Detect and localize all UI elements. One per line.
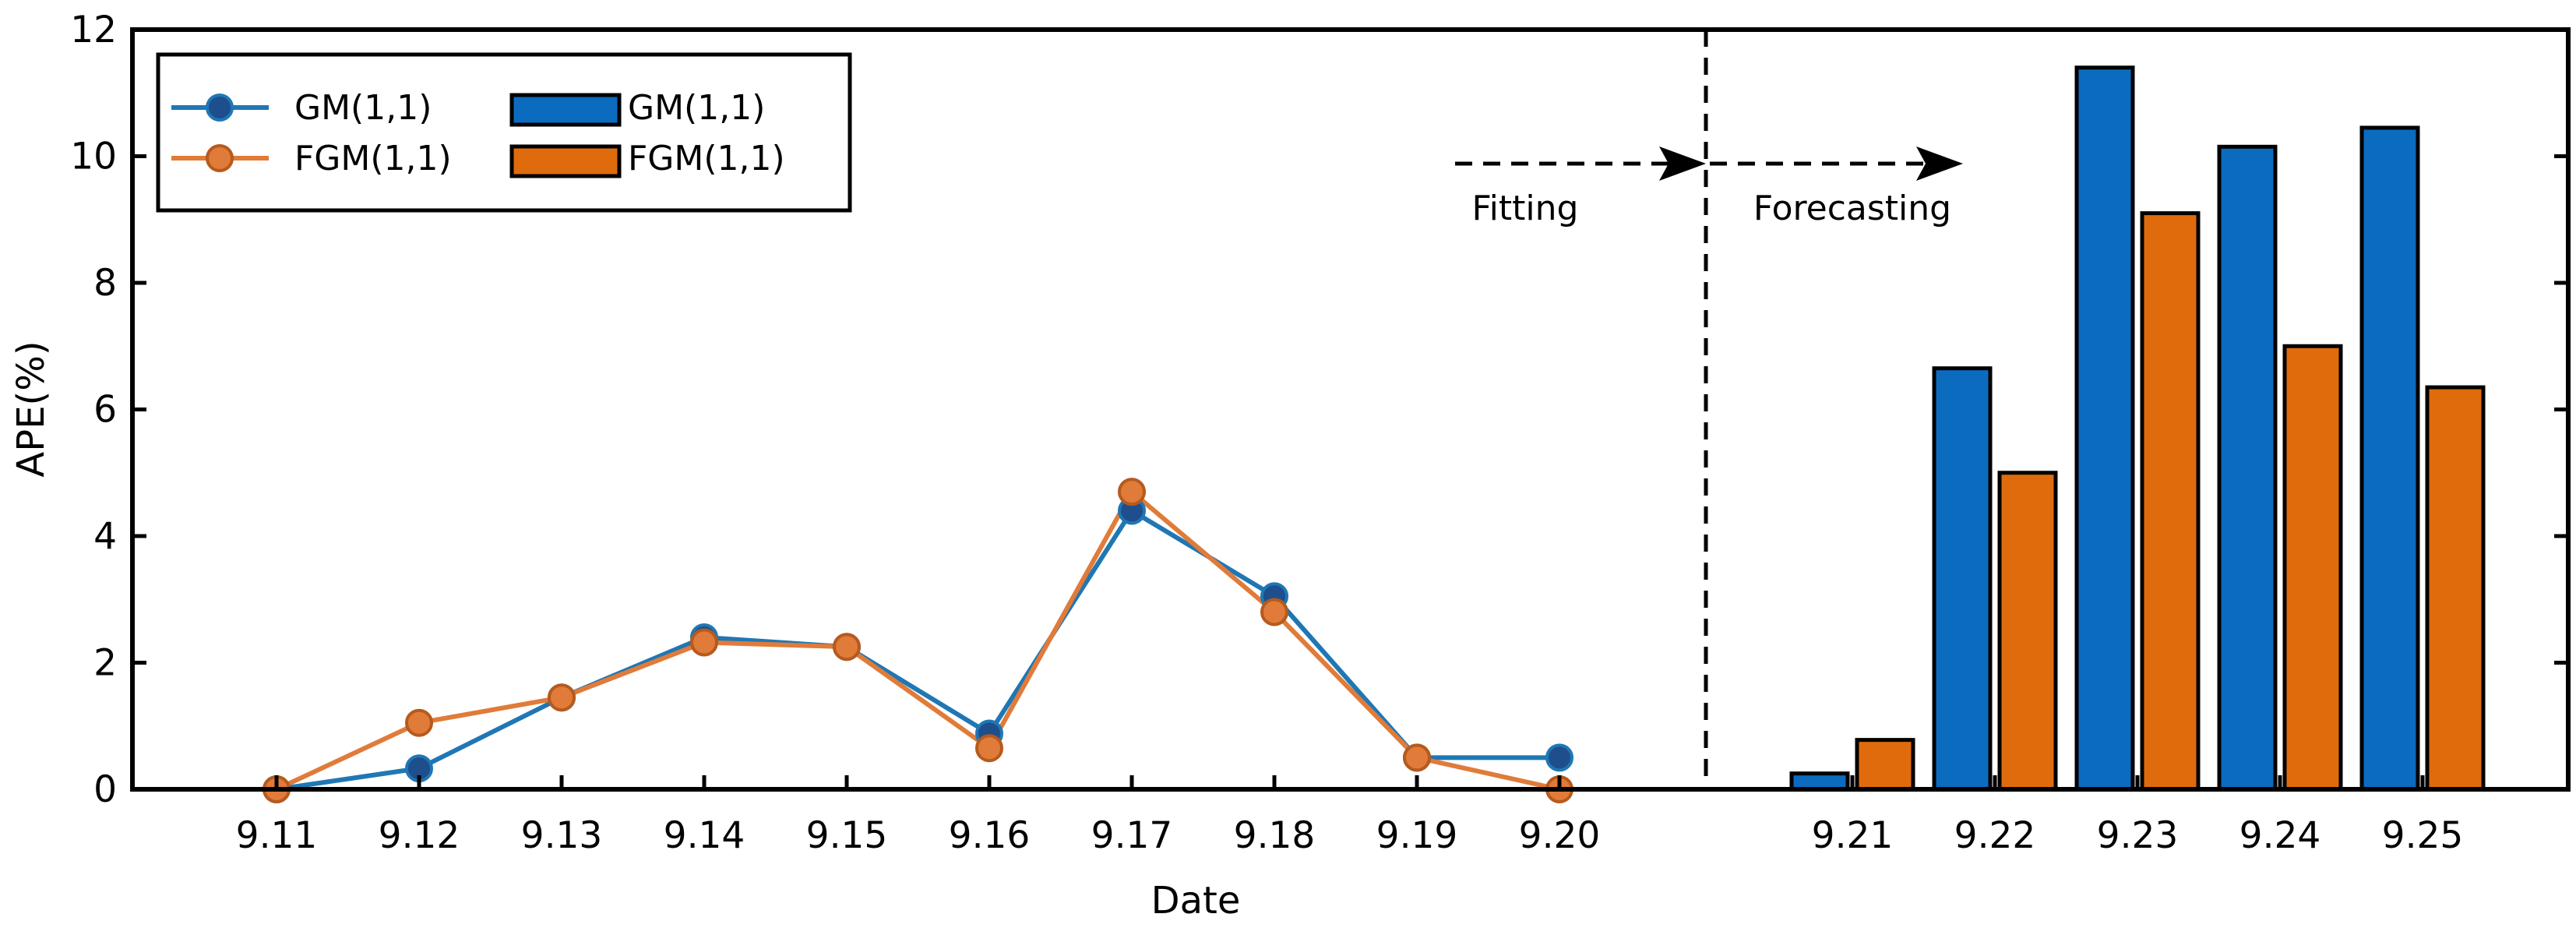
legend-fgm-bar-label: FGM(1,1)	[628, 139, 785, 178]
legend-box	[156, 52, 852, 213]
bar-fgm-9.22	[1997, 471, 2058, 792]
x-tick-label-9.12: 9.12	[379, 814, 460, 857]
gm-point-9.20	[1545, 743, 1573, 772]
bar-gm-9.25	[2359, 125, 2420, 792]
forecasting-arrow-head	[1916, 146, 1963, 181]
y-tick-label-2: 2	[93, 642, 117, 685]
y-tick-label-8: 8	[93, 262, 117, 305]
legend-gm-marker-icon	[206, 94, 234, 122]
legend-gm-line-label: GM(1,1)	[294, 88, 432, 128]
x-tick-label-9.23: 9.23	[2097, 814, 2179, 857]
x-axis-title: Date	[1151, 879, 1241, 923]
bar-fgm-9.25	[2425, 385, 2486, 792]
legend-fgm-bar-swatch	[509, 144, 622, 178]
x-tick-label-9.19: 9.19	[1376, 814, 1458, 857]
line-layer	[263, 478, 1573, 803]
fgm-point-9.13	[548, 683, 576, 712]
x-tick-label-9.22: 9.22	[1954, 814, 2036, 857]
fgm-line	[275, 489, 1560, 792]
fgm-point-9.18	[1260, 598, 1288, 626]
x-tick-label-9.18: 9.18	[1234, 814, 1316, 857]
y-tick-label-4: 4	[93, 515, 117, 558]
x-tick-label-9.14: 9.14	[664, 814, 745, 857]
forecasting-label: Forecasting	[1753, 189, 1951, 228]
y-tick-label-12: 12	[70, 9, 117, 51]
legend-gm-bar-label: GM(1,1)	[628, 88, 765, 128]
fgm-point-9.12	[405, 708, 433, 737]
bar-gm-9.23	[2074, 65, 2135, 792]
fgm-point-9.14	[690, 628, 718, 657]
legend-fgm-line-label: FGM(1,1)	[294, 139, 452, 178]
x-tick-label-9.16: 9.16	[949, 814, 1031, 857]
legend-entry-gm-bar: GM(1,1)	[509, 88, 765, 128]
legend-entry-fgm-line: FGM(1,1)	[171, 139, 452, 178]
bar-gm-9.22	[1932, 366, 1993, 792]
x-tick-label-9.21: 9.21	[1812, 814, 1894, 857]
gm-line	[276, 508, 1559, 792]
x-tick-label-9.17: 9.17	[1091, 814, 1173, 857]
bar-fgm-9.24	[2282, 344, 2343, 792]
x-tick-label-9.15: 9.15	[806, 814, 888, 857]
bar-layer	[1789, 65, 2486, 792]
bar-fgm-9.23	[2140, 211, 2201, 792]
fgm-point-9.19	[1403, 743, 1431, 772]
x-tick-label-9.24: 9.24	[2239, 814, 2321, 857]
legend-gm-bar-swatch	[509, 93, 622, 127]
x-tick-label-9.11: 9.11	[236, 814, 318, 857]
fgm-point-9.16	[975, 734, 1003, 763]
legend-entry-gm-line: GM(1,1)	[171, 88, 432, 128]
y-tick-label-10: 10	[70, 136, 117, 178]
bar-fgm-9.21	[1855, 738, 1915, 792]
fitting-arrow-head	[1659, 146, 1706, 181]
legend-entry-fgm-bar: FGM(1,1)	[509, 139, 785, 178]
legend: GM(1,1) FGM(1,1) GM(1,1) FGM(1,1)	[156, 52, 852, 213]
y-tick-label-6: 6	[93, 389, 117, 432]
x-tick-label-9.20: 9.20	[1519, 814, 1601, 857]
x-tick-label-9.25: 9.25	[2382, 814, 2464, 857]
legend-fgm-marker-icon	[206, 144, 234, 172]
fgm-point-9.17	[1118, 478, 1146, 506]
y-axis-title: APE(%)	[9, 340, 53, 477]
y-tick-label-0: 0	[93, 768, 117, 811]
fitting-label: Fitting	[1472, 189, 1579, 228]
bar-gm-9.24	[2217, 144, 2278, 792]
bar-gm-9.21	[1789, 771, 1850, 792]
fgm-point-9.15	[833, 633, 861, 662]
axis-layer: 0 2 4 6 8 10 12 9.11 9.12 9.13 9.14 9.15 9.16 9.17 9.1…	[70, 9, 2571, 857]
x-tick-label-9.13: 9.13	[521, 814, 603, 857]
